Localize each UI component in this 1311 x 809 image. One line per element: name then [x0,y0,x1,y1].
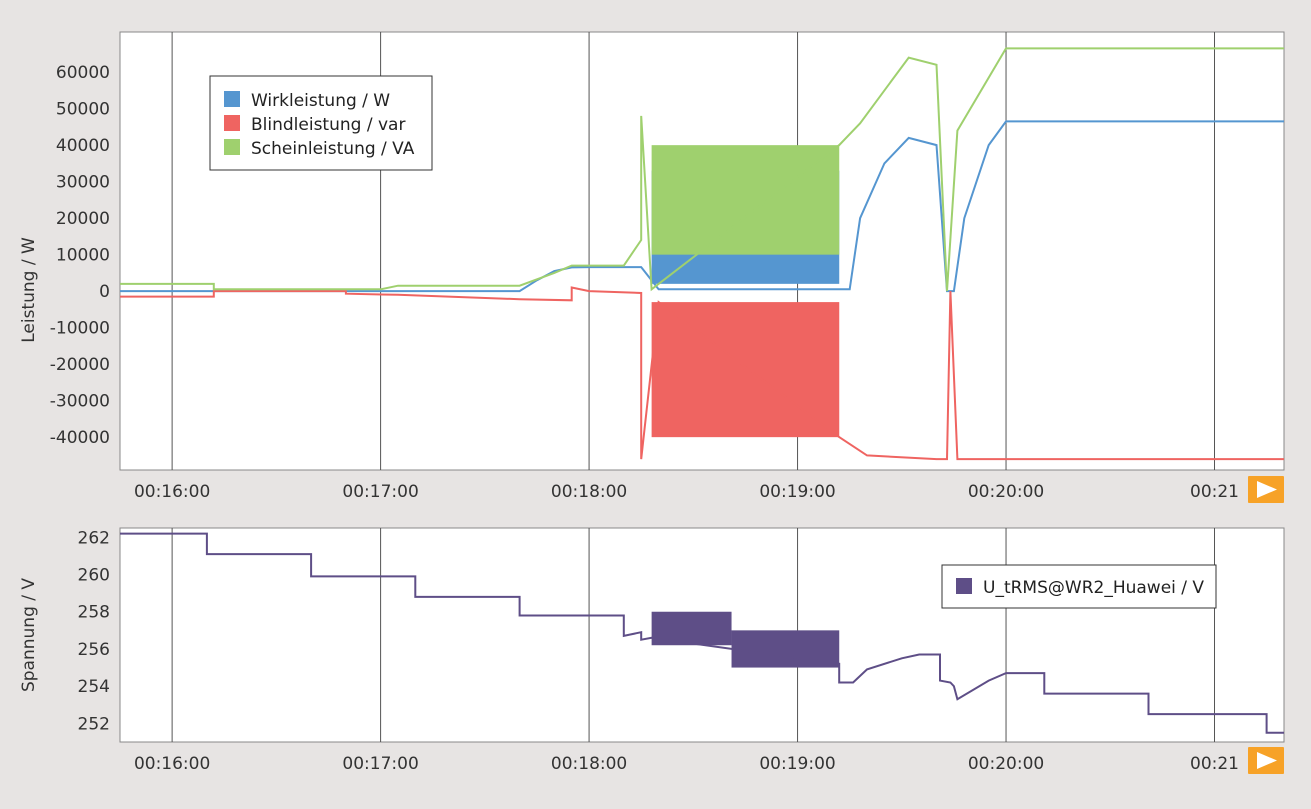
y-tick-label: 258 [78,603,110,623]
bottom-x-ticks: 00:16:00 00:17:00 00:18:00 00:19:00 00:20:00… [134,754,1239,774]
x-tick-label: 00:17:00 [342,482,418,502]
play-arrow-icon [1257,481,1277,498]
legend-swatch-voltage [956,578,972,594]
x-tick-label: 00:19:00 [759,754,835,774]
play-arrow-icon [1257,752,1277,769]
y-tick-label: 20000 [56,209,110,229]
y-tick-label: 0 [99,282,110,302]
series-line-wirkleistung-w [120,120,1284,293]
top-y-ticks: 60000 50000 40000 30000 20000 10000 0 -10000 -20… [50,63,110,448]
legend-swatch-wirkleistung [224,91,240,107]
top-legend: Wirkleistung / W Blindleistung / var Sch… [209,75,433,171]
y-tick-label: 252 [78,714,110,734]
y-tick-label: -20000 [50,355,110,375]
legend-label-scheinleistung: Scheinleistung / VA [251,139,415,159]
x-tick-label: 00:20:00 [968,754,1044,774]
bottom-scroll-right-button[interactable] [1248,747,1284,774]
y-tick-label: -30000 [50,392,110,412]
bottom-legend-box [941,564,1217,609]
top-legend-box [209,75,433,171]
x-tick-label: 00:21 [1190,482,1239,502]
top-scroll-right-button[interactable] [1248,476,1284,503]
top-ylabel: Leistung / W [19,237,39,343]
y-tick-label: 60000 [56,63,110,83]
y-tick-label: 260 [78,566,110,586]
legend-label-voltage: U_tRMS@WR2_Huawei / V [983,578,1204,598]
y-tick-label: 30000 [56,173,110,193]
legend-swatch-blindleistung [224,115,240,131]
x-tick-label: 00:20:00 [968,482,1044,502]
bottom-chart: 262 260 258 256 254 252 00:16:00 00:17:00 00:18… [19,527,1285,774]
y-tick-label: 50000 [56,100,110,120]
y-tick-label: 10000 [56,246,110,266]
bottom-y-ticks: 262 260 258 256 254 252 [78,528,110,734]
x-tick-label: 00:16:00 [134,482,210,502]
series-line-u-trms-wr2-huawei-v [120,532,1284,734]
top-series [120,47,1284,461]
x-tick-label: 00:17:00 [342,754,418,774]
y-tick-label: -40000 [50,428,110,448]
bottom-legend: U_tRMS@WR2_Huawei / V [941,564,1217,609]
legend-swatch-scheinleistung [224,139,240,155]
x-tick-label: 00:19:00 [759,482,835,502]
series-band-scheinleistung-va [651,145,840,255]
top-x-ticks: 00:16:00 00:17:00 00:18:00 00:19:00 00:20:00… [134,482,1239,502]
x-tick-label: 00:16:00 [134,754,210,774]
x-tick-label: 00:18:00 [551,482,627,502]
series-line-blindleistung-var [120,286,1284,461]
y-tick-label: 256 [78,640,110,660]
y-tick-label: 254 [78,677,110,697]
legend-label-blindleistung: Blindleistung / var [251,115,405,135]
top-chart: 60000 50000 40000 30000 20000 10000 0 -10000 -20… [19,31,1285,503]
legend-label-wirkleistung: Wirkleistung / W [251,91,390,111]
y-tick-label: 40000 [56,136,110,156]
series-line-scheinleistung-va [120,47,1284,292]
bottom-ylabel: Spannung / V [19,578,39,692]
x-tick-label: 00:18:00 [551,754,627,774]
x-tick-label: 00:21 [1190,754,1239,774]
y-tick-label: -10000 [50,319,110,339]
y-tick-label: 262 [78,528,110,548]
bottom-series [120,532,1284,734]
